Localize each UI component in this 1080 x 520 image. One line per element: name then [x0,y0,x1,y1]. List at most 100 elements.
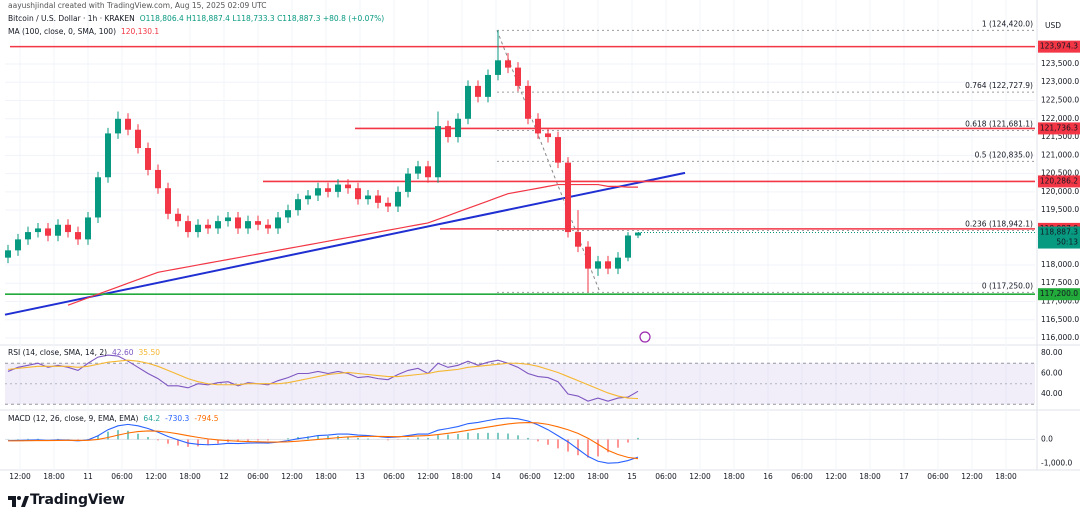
histogram-bar [217,439,219,444]
candle-body [545,133,551,138]
y-tick-label: 117,000.0 [1041,297,1079,306]
candle-body [195,224,201,233]
histogram-bar [517,435,519,440]
y-tick-label: 122,500.0 [1041,96,1079,105]
plot-layer: 12:00 18:00 11 06:00 12:00 18:00 12 06:00 12:00 1… [4,0,1080,481]
histogram-bar [367,438,369,440]
y-tick-label: 119,500.0 [1041,205,1079,214]
y-tick-label: 40.00 [1041,389,1063,398]
candle-body [225,217,231,222]
fib-label: 0.236 (118,942.1) [965,220,1033,229]
candle-body [595,261,601,269]
macd-name: MACD (12, 26, close, 9, EMA, EMA) [8,414,139,423]
histogram-bar [587,439,589,458]
histogram-bar [167,439,169,444]
candle-body [465,85,471,119]
candle-body [605,261,611,269]
candle-body [385,202,391,207]
candle-body [495,60,501,75]
candle-body [405,173,411,192]
macd-legend: MACD (12, 26, close, 9, EMA, EMA) 64.2 -73… [8,414,224,424]
x-tick-label: 17 [899,472,909,481]
candle-body [435,126,441,178]
x-tick-label: 13 [355,472,365,481]
fib-label: 0.5 (120,835.0) [975,150,1033,159]
y-tick-label: 122,000.0 [1041,114,1079,123]
histogram-bar [507,433,509,440]
macd-signal-value: -794.5 [194,414,219,423]
candle-body [65,224,71,233]
x-tick-label: 18:00 [451,472,473,481]
histogram-bar [357,437,359,440]
rsi-ma-line [7,359,639,400]
level-tag-label: 117,200.0 [1040,289,1078,298]
candle-body [305,195,311,200]
histogram-bar [267,439,269,441]
candle-body [325,188,331,192]
y-tick-label: 120,500.0 [1041,169,1079,178]
y-tick-label: 116,500.0 [1041,315,1079,324]
symbol-line: Bitcoin / U.S. Dollar · 1h · KRAKEN O118,… [8,14,389,24]
y-tick-label: 120,000.0 [1041,187,1079,196]
histogram-bar [157,439,159,441]
y-tick-label: 0.0 [1041,434,1053,443]
candle-body [25,232,31,240]
level-tag-label: 120,286.2 [1040,176,1078,185]
fib-label: 0.618 (121,681.1) [965,119,1033,128]
candle-body [515,67,521,86]
x-tick-label: 12:00 [417,472,439,481]
candle-body [355,188,361,200]
histogram-bar [257,439,259,441]
candle-body [125,118,131,130]
candle-body [315,188,321,196]
fib-label: 0.764 (122,727.9) [965,81,1033,90]
macd-hist-value: 64.2 [143,414,161,423]
x-tick-label: 18:00 [179,472,201,481]
histogram-bar [197,439,199,447]
histogram-bar [387,439,389,441]
candle-body [445,126,451,138]
histogram-bar [577,439,579,456]
candle-body [635,232,641,236]
candle-body [85,217,91,240]
candle-body [75,232,81,240]
y-tick-label: 60.00 [1041,368,1063,377]
event-icon[interactable] [639,331,651,343]
histogram-bar [447,434,449,440]
y-tick-label: -1,000.0 [1041,459,1073,468]
x-tick-label: 12:00 [825,472,847,481]
y-tick-label: 123,000.0 [1041,77,1079,86]
histogram-bar [327,435,329,440]
histogram-bar [347,436,349,440]
candle-body [345,184,351,189]
rsi-ma-value: 35.50 [138,348,160,357]
brand-name: TradingView [30,492,125,508]
x-tick-label: 06:00 [655,472,677,481]
histogram-bar [537,439,539,442]
histogram-bar [37,438,39,440]
histogram-bar [427,437,429,440]
symbol-title: Bitcoin / U.S. Dollar · 1h · KRAKEN [8,14,135,23]
level-tag [1038,40,1080,53]
histogram-bar [607,439,609,453]
histogram-bar [617,439,619,448]
candle-body [15,239,21,251]
candle-body [135,129,141,149]
histogram-bar [307,436,309,440]
histogram-bar [207,439,209,446]
credit: aayushjindal created with TradingView.co… [8,1,267,10]
x-tick-label: 18:00 [995,472,1017,481]
x-tick-label: 11 [83,472,93,481]
histogram-bar [457,434,459,440]
candle-body [575,232,581,247]
candle-body [35,228,41,233]
level-tag-label: 121,736.3 [1040,123,1078,132]
candle-body [235,217,241,229]
candle-body [105,133,111,178]
histogram-bar [97,435,99,440]
y-tick-label: 123,500.0 [1041,59,1079,68]
candle-body [395,191,401,207]
x-tick-label: 18:00 [43,472,65,481]
candle-body [505,60,511,68]
